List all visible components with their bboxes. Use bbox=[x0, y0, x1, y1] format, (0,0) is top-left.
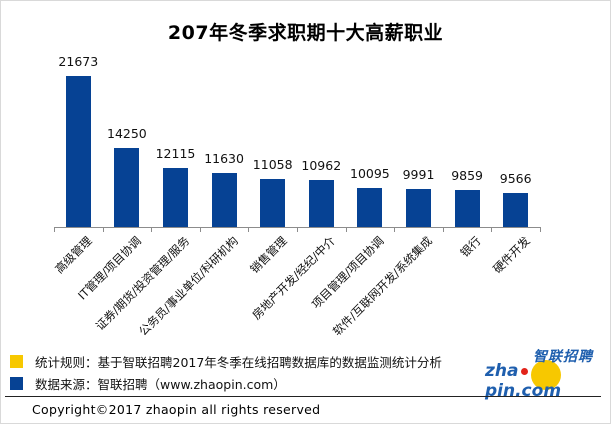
bar bbox=[211, 173, 237, 227]
bar bbox=[260, 178, 286, 227]
bar bbox=[308, 179, 334, 227]
x-axis-tick bbox=[297, 227, 298, 232]
bar-value-label: 9566 bbox=[499, 171, 532, 186]
bar bbox=[163, 168, 188, 227]
bar bbox=[357, 187, 383, 227]
x-axis-tick bbox=[394, 227, 395, 232]
bar-value-label: 14250 bbox=[107, 125, 147, 141]
bar-value-label: 11630 bbox=[204, 151, 244, 167]
x-axis-tick bbox=[346, 227, 347, 232]
x-axis-tick bbox=[443, 227, 444, 232]
bar bbox=[65, 76, 91, 227]
bar bbox=[406, 188, 431, 227]
x-axis-tick bbox=[200, 227, 201, 232]
stat-rule-text: 统计规则：基于智联招聘2017年冬季在线招聘数据库的数据监测统计分析 bbox=[35, 355, 442, 370]
bar-value-label: 9991 bbox=[402, 166, 435, 182]
logo-cn-text: 智联招聘 bbox=[533, 349, 593, 365]
x-axis-tick bbox=[491, 227, 492, 232]
bar-value-label: 10095 bbox=[350, 165, 390, 181]
x-axis-tick bbox=[103, 227, 104, 232]
footer-divider bbox=[5, 396, 601, 397]
x-axis-tick bbox=[248, 227, 249, 232]
x-axis-tick bbox=[540, 227, 541, 232]
data-source-note: 数据来源：智联招聘（www.zhaopin.com） bbox=[10, 374, 286, 393]
bar bbox=[503, 193, 529, 227]
logo-red-dot-icon bbox=[521, 368, 528, 375]
chart-title: 207年冬季求职期十大高薪职业 bbox=[167, 22, 444, 44]
plot-area: 21673 14250 12115 11630 11058 10962 10095 9991 9… bbox=[54, 40, 540, 227]
data-source-text: 数据来源：智联招聘（www.zhaopin.com） bbox=[35, 377, 286, 392]
blue-square-icon bbox=[10, 377, 23, 390]
logo-sun-icon bbox=[531, 360, 561, 390]
bar-value-label: 9859 bbox=[451, 168, 483, 184]
logo-en-text: zhapin.com bbox=[485, 361, 562, 401]
bar-value-label: 10962 bbox=[301, 157, 342, 173]
yellow-square-icon bbox=[10, 355, 23, 368]
zhaopin-logo: 智联招聘 zhapin.com bbox=[485, 346, 595, 401]
bar-value-label: 12115 bbox=[155, 146, 196, 162]
bar-value-label: 11058 bbox=[252, 156, 293, 172]
bar bbox=[114, 147, 140, 227]
copyright-text: Copyright©2017 zhaopin all rights reserv… bbox=[32, 402, 321, 417]
bar bbox=[454, 190, 480, 227]
bar-value-label: 21673 bbox=[58, 54, 99, 70]
x-axis-tick bbox=[151, 227, 152, 232]
x-axis-tick bbox=[54, 227, 55, 232]
stat-rule-note: 统计规则：基于智联招聘2017年冬季在线招聘数据库的数据监测统计分析 bbox=[10, 352, 442, 371]
